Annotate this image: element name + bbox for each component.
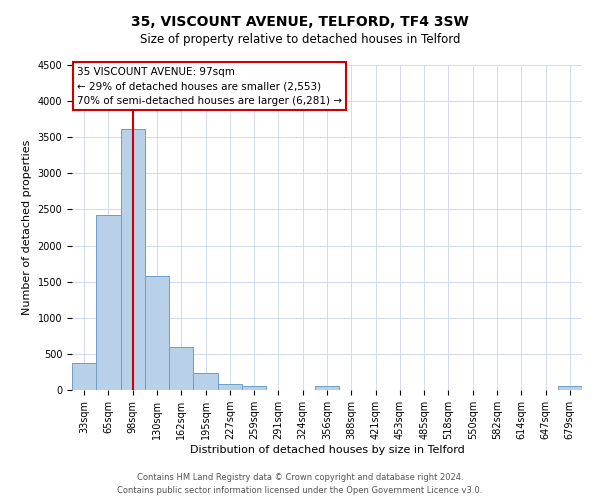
- Y-axis label: Number of detached properties: Number of detached properties: [22, 140, 32, 315]
- Bar: [145, 276, 169, 390]
- Bar: [218, 384, 242, 390]
- Bar: [242, 386, 266, 390]
- Bar: [315, 386, 339, 390]
- Bar: [558, 386, 582, 390]
- Bar: [193, 372, 218, 390]
- Bar: [96, 215, 121, 390]
- Text: Size of property relative to detached houses in Telford: Size of property relative to detached ho…: [140, 32, 460, 46]
- Text: 35 VISCOUNT AVENUE: 97sqm
← 29% of detached houses are smaller (2,553)
70% of se: 35 VISCOUNT AVENUE: 97sqm ← 29% of detac…: [77, 66, 342, 106]
- Text: 35, VISCOUNT AVENUE, TELFORD, TF4 3SW: 35, VISCOUNT AVENUE, TELFORD, TF4 3SW: [131, 15, 469, 29]
- Bar: [121, 128, 145, 390]
- Bar: [72, 362, 96, 390]
- X-axis label: Distribution of detached houses by size in Telford: Distribution of detached houses by size …: [190, 445, 464, 455]
- Text: Contains HM Land Registry data © Crown copyright and database right 2024.
Contai: Contains HM Land Registry data © Crown c…: [118, 474, 482, 495]
- Bar: [169, 346, 193, 390]
